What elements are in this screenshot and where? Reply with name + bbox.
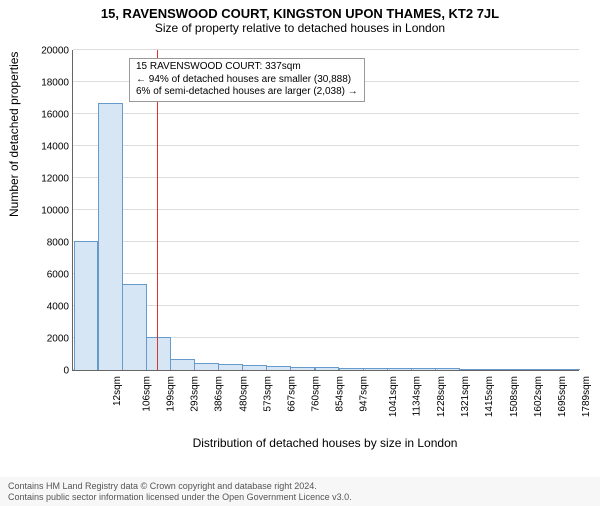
annotation-line: 6% of semi-detached houses are larger (2…: [136, 86, 358, 99]
histogram-bar: [98, 103, 123, 370]
gridline: [73, 177, 579, 178]
license-footer: Contains HM Land Registry data © Crown c…: [0, 477, 600, 506]
x-tick-label: 12sqm: [112, 376, 123, 406]
x-tick-label: 1321sqm: [461, 376, 472, 417]
y-tick-label: 12000: [23, 174, 69, 185]
x-tick-label: 293sqm: [190, 376, 201, 412]
x-tick-label: 1695sqm: [557, 376, 568, 417]
histogram-bar: [531, 369, 556, 370]
gridline: [73, 113, 579, 114]
gridline: [73, 241, 579, 242]
histogram-bar: [266, 366, 291, 370]
x-tick-label: 480sqm: [238, 376, 249, 412]
histogram-bar: [315, 367, 340, 370]
histogram-bar: [435, 368, 460, 370]
histogram-bar: [411, 368, 436, 370]
histogram-bar: [483, 369, 508, 370]
y-tick-label: 14000: [23, 142, 69, 153]
histogram-bar: [459, 369, 484, 370]
annotation-box: 15 RAVENSWOOD COURT: 337sqm← 94% of deta…: [129, 58, 365, 102]
y-tick-label: 2000: [23, 334, 69, 345]
x-tick-label: 1228sqm: [436, 376, 447, 417]
histogram-bar: [170, 359, 195, 370]
gridline: [73, 49, 579, 50]
histogram-bar: [218, 364, 243, 370]
x-axis-label: Distribution of detached houses by size …: [72, 436, 578, 450]
y-tick-label: 6000: [23, 270, 69, 281]
x-tick-label: 1041sqm: [388, 376, 399, 417]
gridline: [73, 305, 579, 306]
gridline: [73, 273, 579, 274]
x-tick-label: 854sqm: [334, 376, 345, 412]
chart-title-sub: Size of property relative to detached ho…: [0, 21, 600, 35]
x-tick-label: 1789sqm: [581, 376, 592, 417]
histogram-bar: [507, 369, 532, 370]
x-tick-label: 199sqm: [166, 376, 177, 412]
annotation-line: ← 94% of detached houses are smaller (30…: [136, 74, 358, 87]
footer-line-2: Contains public sector information licen…: [8, 492, 592, 502]
histogram-bar: [74, 241, 99, 370]
gridline: [73, 209, 579, 210]
gridline: [73, 145, 579, 146]
x-tick-label: 1602sqm: [533, 376, 544, 417]
histogram-bar: [556, 369, 581, 370]
histogram-bar: [387, 368, 412, 370]
y-tick-label: 0: [23, 366, 69, 377]
histogram-bar: [122, 284, 147, 370]
histogram-bar: [242, 365, 267, 370]
annotation-line: 15 RAVENSWOOD COURT: 337sqm: [136, 61, 358, 74]
x-tick-label: 386sqm: [214, 376, 225, 412]
x-tick-label: 947sqm: [359, 376, 370, 412]
x-tick-label: 760sqm: [310, 376, 321, 412]
chart-title-main: 15, RAVENSWOOD COURT, KINGSTON UPON THAM…: [0, 6, 600, 21]
x-tick-label: 106sqm: [142, 376, 153, 412]
footer-line-1: Contains HM Land Registry data © Crown c…: [8, 481, 592, 491]
chart-container: 15, RAVENSWOOD COURT, KINGSTON UPON THAM…: [0, 6, 600, 506]
x-tick-label: 1415sqm: [485, 376, 496, 417]
x-tick-label: 573sqm: [262, 376, 273, 412]
histogram-bar: [363, 368, 388, 370]
plot-area: 0200040006000800010000120001400016000180…: [72, 50, 579, 371]
y-tick-label: 4000: [23, 302, 69, 313]
y-tick-label: 8000: [23, 238, 69, 249]
histogram-bar: [194, 363, 219, 370]
x-tick-label: 1508sqm: [509, 376, 520, 417]
histogram-bar: [290, 367, 315, 370]
x-tick-label: 1134sqm: [412, 376, 423, 416]
y-tick-label: 16000: [23, 110, 69, 121]
y-tick-label: 20000: [23, 46, 69, 57]
y-axis-label: Number of detached properties: [7, 201, 21, 217]
y-tick-label: 18000: [23, 78, 69, 89]
y-tick-label: 10000: [23, 206, 69, 217]
histogram-bar: [339, 368, 364, 370]
histogram-bar: [146, 337, 171, 370]
x-tick-label: 667sqm: [286, 376, 297, 412]
